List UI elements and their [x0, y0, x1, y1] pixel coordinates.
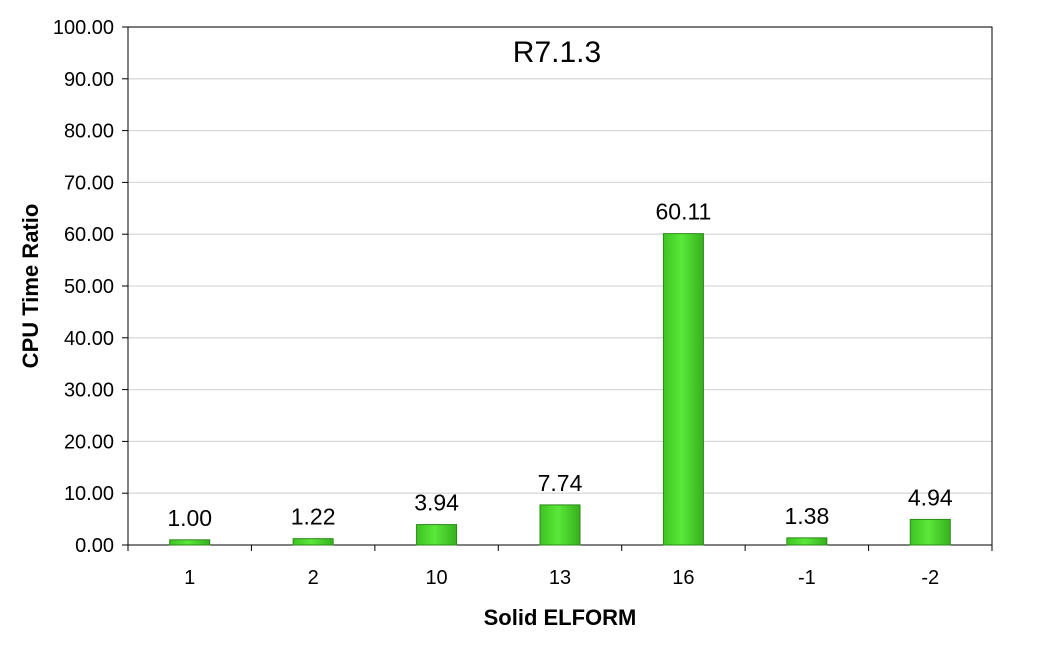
y-tick-label: 40.00 [64, 328, 114, 350]
x-tick-label: -1 [798, 567, 816, 589]
x-tick-label: 13 [549, 567, 571, 589]
data-label: 3.94 [414, 490, 459, 516]
bar--2 [909, 518, 951, 546]
y-tick-label: 50.00 [64, 276, 114, 298]
bar-2 [292, 538, 334, 546]
data-label: 7.74 [538, 470, 583, 496]
bar--1 [786, 537, 828, 546]
x-axis-ticks: 1 2 10 13 16 -1 -2 [127, 545, 993, 589]
bar-10 [416, 524, 458, 546]
x-tick-label: -2 [921, 567, 939, 589]
x-tick-label: 2 [308, 567, 319, 589]
data-label: 1.00 [167, 505, 212, 531]
x-tick-label: 1 [184, 567, 195, 589]
data-label: 60.11 [655, 199, 711, 225]
bar-13 [539, 504, 581, 546]
bar-1 [169, 539, 211, 546]
y-tick-label: 0.00 [75, 535, 114, 557]
y-tick-label: 100.00 [53, 17, 114, 39]
y-tick-label: 70.00 [64, 172, 114, 194]
data-labels: 1.00 1.22 3.94 7.74 60.11 1.38 4.94 [167, 199, 953, 531]
y-axis-title: CPU Time Ratio [18, 204, 43, 369]
y-tick-label: 20.00 [64, 431, 114, 453]
data-label: 1.38 [784, 503, 829, 529]
y-tick-label: 80.00 [64, 121, 114, 143]
x-axis-title: Solid ELFORM [484, 605, 637, 630]
data-label: 1.22 [291, 504, 336, 530]
y-tick-label: 10.00 [64, 483, 114, 505]
x-tick-label: 10 [425, 567, 447, 589]
gridlines [128, 26, 992, 494]
bar-16 [662, 233, 704, 546]
y-axis-ticks: 0.00 10.00 20.00 30.00 40.00 50.00 60.00 70.00 8… [53, 17, 128, 557]
bars [169, 233, 951, 546]
x-tick-label: 16 [672, 567, 694, 589]
chart-title: R7.1.3 [513, 36, 601, 69]
data-label: 4.94 [908, 484, 953, 510]
y-tick-label: 30.00 [64, 380, 114, 402]
y-tick-label: 60.00 [64, 224, 114, 246]
y-tick-label: 90.00 [64, 69, 114, 91]
